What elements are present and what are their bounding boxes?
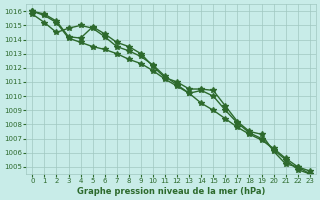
X-axis label: Graphe pression niveau de la mer (hPa): Graphe pression niveau de la mer (hPa) <box>77 187 265 196</box>
